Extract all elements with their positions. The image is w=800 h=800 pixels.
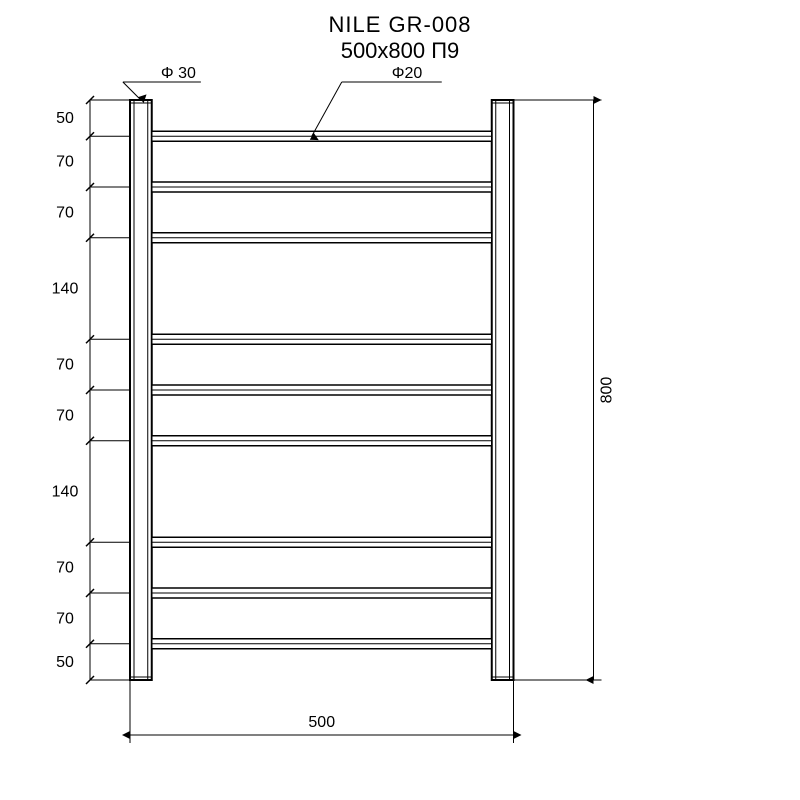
gap-label: 70: [56, 204, 74, 221]
title-line1: NILE GR-008: [328, 12, 471, 37]
gap-label: 70: [56, 357, 74, 374]
gap-label: 50: [56, 110, 74, 127]
gap-label: 140: [52, 484, 79, 501]
height-label: 800: [599, 377, 616, 404]
gap-label: 70: [56, 560, 74, 577]
title-line2: 500x800 П9: [341, 38, 460, 63]
technical-drawing: NILE GR-008500x800 П9 50 70 70 140 70 70 140 70 7…: [0, 0, 800, 800]
phi20-label: Φ20: [392, 65, 423, 82]
phi30-label: Φ 30: [161, 65, 196, 82]
gap-label: 70: [56, 154, 74, 171]
gap-label: 140: [52, 281, 79, 298]
width-label: 500: [308, 714, 335, 731]
left-post: [130, 100, 152, 680]
gap-label: 70: [56, 407, 74, 424]
gap-label: 50: [56, 654, 74, 671]
gap-label: 70: [56, 610, 74, 627]
right-post: [492, 100, 514, 680]
